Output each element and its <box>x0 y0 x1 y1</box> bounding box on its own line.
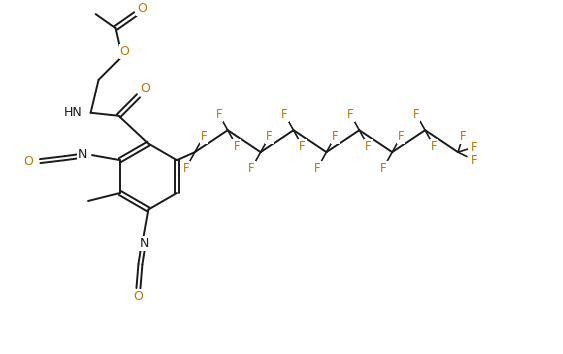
Text: F: F <box>332 130 339 143</box>
Text: F: F <box>460 130 466 143</box>
Text: F: F <box>314 161 321 175</box>
Text: O: O <box>23 155 33 167</box>
Text: F: F <box>380 161 387 175</box>
Text: F: F <box>248 161 255 175</box>
Text: N: N <box>78 148 87 161</box>
Text: F: F <box>266 130 273 143</box>
Text: N: N <box>140 237 149 250</box>
Text: F: F <box>216 108 222 121</box>
Text: F: F <box>471 141 477 154</box>
Text: F: F <box>299 140 306 153</box>
Text: F: F <box>282 108 288 121</box>
Text: F: F <box>471 154 477 167</box>
Text: F: F <box>398 130 404 143</box>
Text: F: F <box>182 161 189 175</box>
Text: F: F <box>200 130 207 143</box>
Text: F: F <box>431 140 437 153</box>
Text: F: F <box>234 140 240 153</box>
Text: F: F <box>347 108 354 121</box>
Text: O: O <box>133 290 144 303</box>
Text: F: F <box>413 108 419 121</box>
Text: O: O <box>141 82 150 95</box>
Text: F: F <box>365 140 372 153</box>
Text: O: O <box>119 45 129 58</box>
Text: HN: HN <box>64 106 83 119</box>
Text: O: O <box>137 1 148 15</box>
